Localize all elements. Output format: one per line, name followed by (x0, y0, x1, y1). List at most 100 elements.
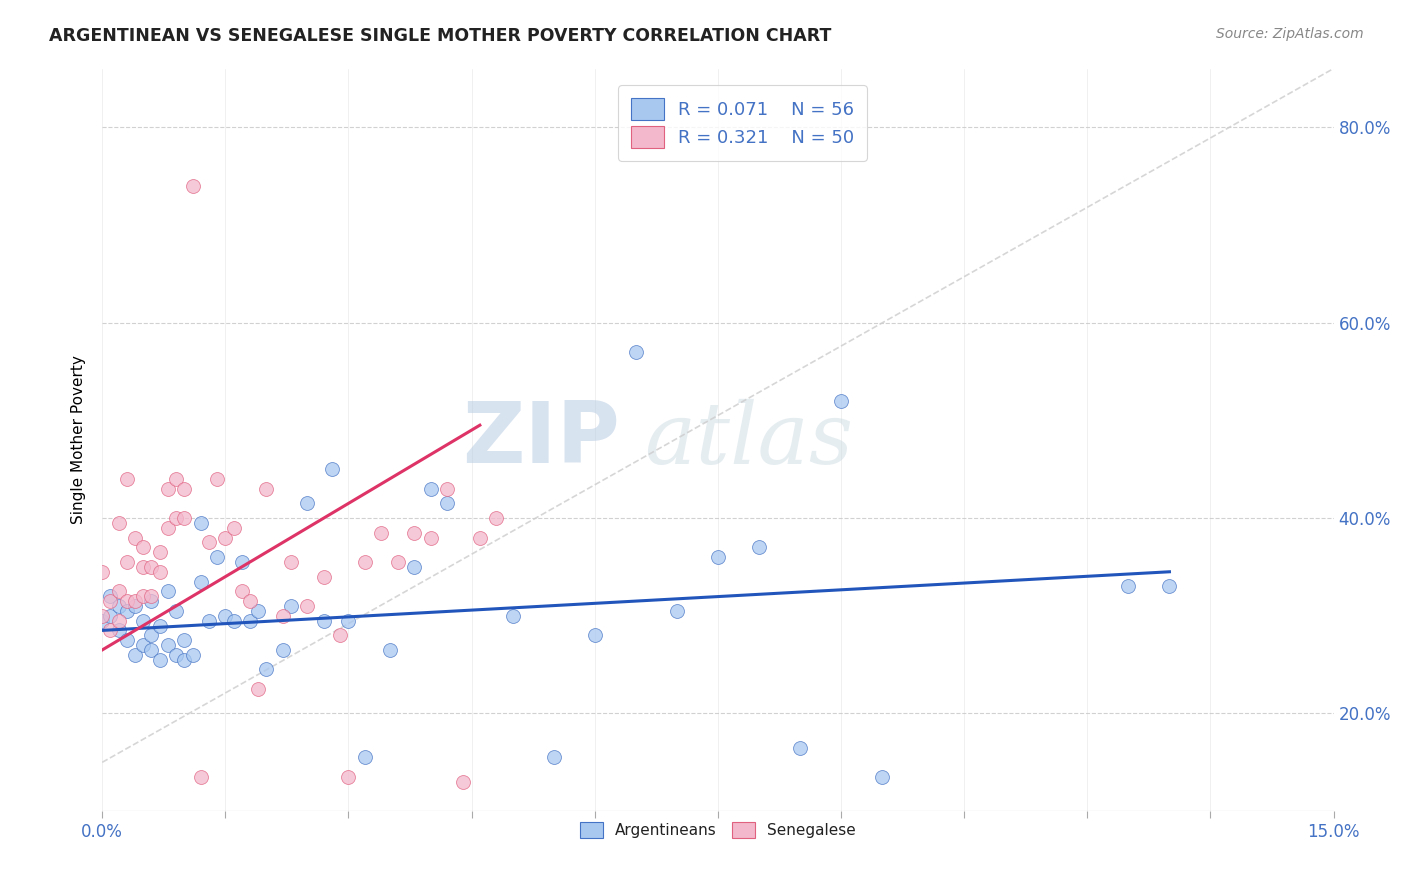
Point (132, 589, 155, 603)
Point (1118, 579, 1140, 593)
Point (149, 565, 172, 579)
Point (665, 604, 688, 618)
Point (91, 565, 114, 579)
Point (107, 584, 129, 599)
Point (222, 614, 245, 628)
Point (149, 545, 172, 559)
Point (419, 482, 441, 496)
Point (100, 608, 122, 623)
Point (354, 750, 377, 764)
Point (173, 482, 195, 496)
Point (312, 569, 335, 583)
Point (198, 535, 221, 549)
Point (132, 541, 155, 555)
Point (419, 531, 441, 545)
Point (115, 604, 138, 618)
Point (830, 393, 852, 408)
Point (231, 555, 253, 569)
Point (214, 531, 236, 545)
Point (543, 750, 565, 764)
Point (141, 594, 163, 608)
Point (280, 555, 302, 569)
Point (404, 525, 426, 540)
Point (205, 472, 228, 486)
Point (181, 178, 204, 193)
Point (156, 584, 179, 599)
Point (222, 521, 245, 535)
Point (91, 614, 114, 628)
Point (165, 648, 187, 662)
Point (115, 555, 138, 569)
Point (583, 628, 606, 642)
Point (485, 511, 508, 525)
Point (247, 604, 270, 618)
Point (132, 560, 155, 574)
Point (231, 584, 253, 599)
Point (502, 608, 524, 623)
Point (124, 531, 146, 545)
Point (198, 614, 221, 628)
Point (132, 614, 155, 628)
Point (165, 604, 187, 618)
Point (789, 740, 811, 755)
Point (468, 531, 491, 545)
Point (624, 345, 647, 359)
Point (378, 643, 401, 657)
Point (1159, 579, 1181, 593)
Text: ZIP: ZIP (461, 399, 620, 482)
Point (156, 482, 179, 496)
Point (124, 594, 146, 608)
Point (107, 624, 129, 638)
Point (173, 511, 195, 525)
Point (141, 560, 163, 574)
Point (165, 472, 187, 486)
Point (91, 608, 114, 623)
Legend: Argentineans, Senegalese: Argentineans, Senegalese (574, 816, 862, 845)
Point (165, 511, 187, 525)
Y-axis label: Single Mother Poverty: Single Mother Poverty (72, 355, 86, 524)
Point (149, 618, 172, 632)
Point (254, 482, 277, 496)
Point (107, 516, 129, 530)
Point (404, 560, 426, 574)
Point (329, 628, 352, 642)
Point (870, 770, 893, 784)
Point (173, 653, 195, 667)
Text: ARGENTINEAN VS SENEGALESE SINGLE MOTHER POVERTY CORRELATION CHART: ARGENTINEAN VS SENEGALESE SINGLE MOTHER … (49, 27, 831, 45)
Point (156, 521, 179, 535)
Point (436, 482, 458, 496)
Point (280, 599, 302, 613)
Point (453, 775, 475, 789)
Point (297, 599, 319, 613)
Point (205, 550, 228, 565)
Point (707, 550, 730, 565)
Point (141, 643, 163, 657)
Point (190, 516, 212, 530)
Point (190, 770, 212, 784)
Point (254, 663, 277, 677)
Point (370, 525, 392, 540)
Point (173, 633, 195, 648)
Point (115, 633, 138, 648)
Point (115, 594, 138, 608)
Point (132, 638, 155, 652)
Point (247, 681, 270, 696)
Text: Source: ZipAtlas.com: Source: ZipAtlas.com (1216, 27, 1364, 41)
Point (239, 614, 262, 628)
Point (337, 614, 360, 628)
Point (100, 594, 122, 608)
Point (271, 608, 294, 623)
Point (748, 541, 770, 555)
Point (107, 599, 129, 613)
Point (181, 648, 204, 662)
Point (115, 472, 138, 486)
Text: atlas: atlas (644, 399, 853, 481)
Point (190, 574, 212, 589)
Point (271, 643, 294, 657)
Point (100, 624, 122, 638)
Point (141, 589, 163, 603)
Point (387, 555, 409, 569)
Point (239, 594, 262, 608)
Point (149, 653, 172, 667)
Point (100, 589, 122, 603)
